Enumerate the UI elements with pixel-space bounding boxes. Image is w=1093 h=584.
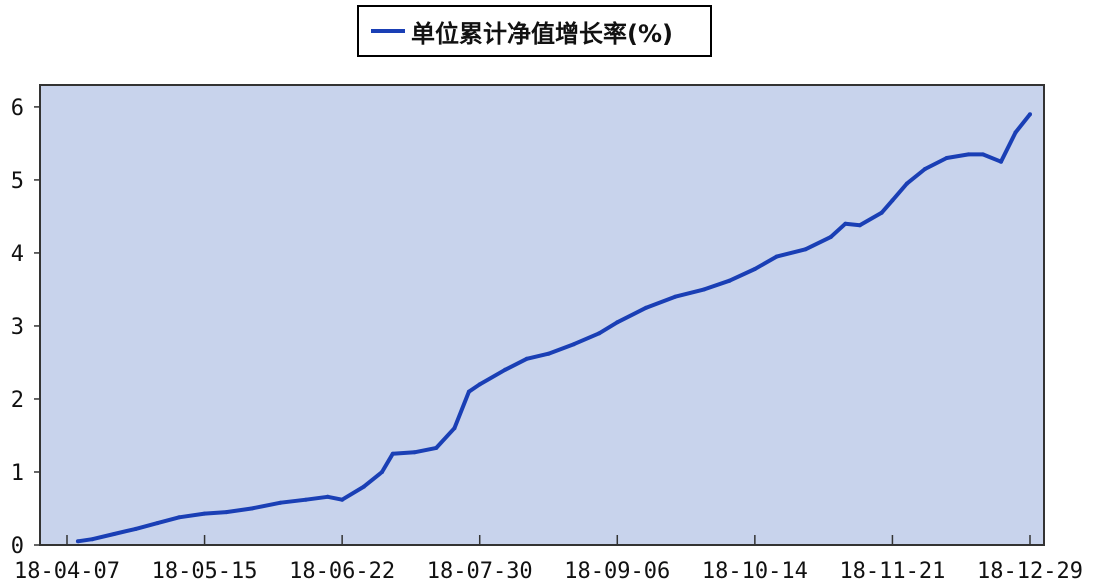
- data-point: [434, 445, 439, 450]
- x-tick-label: 18-06-22: [289, 559, 395, 584]
- x-tick-label: 18-04-07: [14, 559, 120, 584]
- legend: 单位累计净值增长率(%): [357, 5, 712, 57]
- y-axis-ticks: 0 1 2 3 4 5 6: [11, 96, 40, 559]
- data-point: [904, 181, 909, 186]
- data-point: [177, 515, 182, 520]
- data-point: [890, 198, 895, 203]
- data-point: [644, 305, 649, 310]
- data-point: [774, 254, 779, 259]
- data-point: [752, 267, 757, 271]
- data-point: [546, 351, 551, 356]
- data-point: [90, 537, 95, 542]
- data-point: [879, 210, 884, 215]
- data-point: [727, 278, 732, 283]
- data-point: [477, 382, 482, 387]
- data-point: [155, 521, 160, 526]
- data-point: [980, 152, 985, 157]
- data-point: [571, 342, 576, 347]
- legend-label: 单位累计净值增长率(%): [411, 19, 673, 48]
- data-point: [966, 152, 971, 157]
- x-tick-label: 18-12-29: [977, 559, 1083, 584]
- data-point: [828, 234, 833, 239]
- data-point: [452, 426, 457, 431]
- legend-swatch: [371, 29, 405, 33]
- data-point: [75, 539, 80, 544]
- data-point: [615, 320, 620, 325]
- y-tick-label: 2: [11, 388, 24, 413]
- data-point: [112, 532, 117, 536]
- data-point: [944, 156, 949, 160]
- data-point: [1013, 130, 1018, 135]
- data-point: [325, 494, 330, 499]
- data-point: [249, 506, 254, 511]
- data-point: [597, 331, 602, 336]
- data-point: [224, 510, 229, 515]
- y-tick-label: 5: [11, 169, 24, 194]
- y-tick-label: 3: [11, 315, 24, 340]
- data-point: [202, 511, 207, 516]
- data-point: [803, 247, 808, 252]
- x-tick-label: 18-07-30: [427, 559, 533, 584]
- data-point: [999, 159, 1003, 164]
- x-tick-label: 18-05-15: [152, 559, 258, 584]
- data-point: [133, 526, 138, 531]
- y-tick-label: 6: [11, 96, 24, 121]
- data-point: [361, 484, 366, 489]
- data-point: [412, 450, 417, 455]
- data-point: [843, 221, 848, 226]
- x-tick-label: 18-10-14: [702, 559, 808, 584]
- y-tick-label: 4: [11, 242, 24, 267]
- data-point: [503, 367, 508, 372]
- y-tick-label: 0: [11, 534, 24, 559]
- plot-area: [39, 84, 1045, 546]
- y-tick-label: 1: [11, 461, 24, 486]
- x-tick-label: 18-11-21: [839, 559, 945, 584]
- data-point: [857, 223, 862, 228]
- data-point: [380, 470, 384, 474]
- data-point: [278, 500, 283, 505]
- data-point: [923, 167, 927, 171]
- x-tick-label: 18-09-06: [564, 559, 670, 584]
- x-axis-ticks: 18-04-07 18-05-15 18-06-22 18-07-30 18-09-06…: [14, 535, 1083, 584]
- data-point: [1028, 112, 1032, 117]
- data-point: [390, 451, 395, 456]
- data-point: [524, 356, 529, 361]
- data-points: [75, 112, 1032, 544]
- data-point: [466, 389, 471, 394]
- data-point: [303, 497, 308, 502]
- data-point: [673, 294, 678, 299]
- data-point: [702, 287, 707, 292]
- data-point: [340, 497, 345, 502]
